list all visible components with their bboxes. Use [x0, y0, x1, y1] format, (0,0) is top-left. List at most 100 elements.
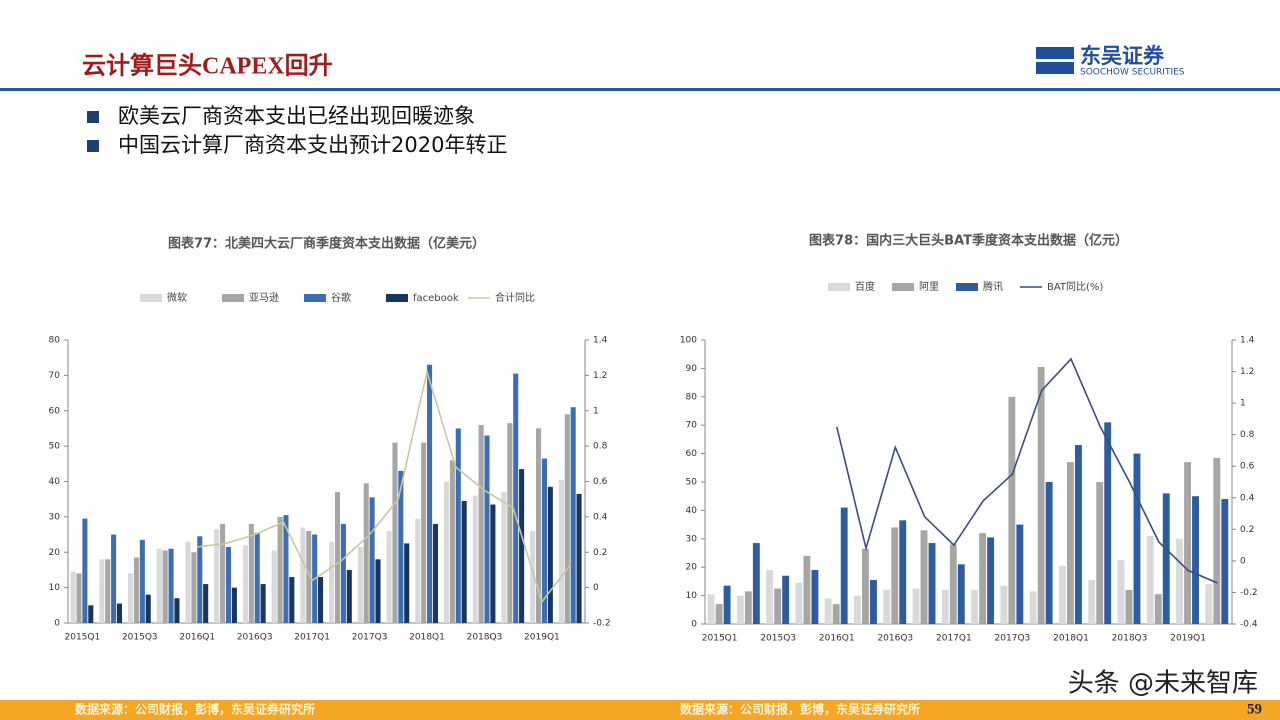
bar [912, 588, 920, 624]
bar [346, 569, 352, 623]
bar [242, 545, 248, 623]
bar [1037, 366, 1045, 624]
x-tick-label: 2015Q3 [122, 633, 158, 643]
bar [1008, 396, 1016, 624]
bar [957, 564, 965, 624]
x-tick-label: 2018Q1 [1053, 634, 1089, 644]
bar [289, 577, 295, 623]
y-tick-label: 20 [49, 548, 61, 558]
bar [501, 492, 507, 623]
y2-tick-label: 0.2 [1240, 525, 1254, 535]
bar [1096, 482, 1104, 624]
y2-tick-label: 0.4 [593, 512, 608, 522]
bar [824, 598, 832, 624]
y2-tick-label: 0.2 [593, 548, 607, 558]
bar [1133, 453, 1141, 624]
bar [357, 546, 363, 623]
y2-tick-label: -0.2 [1240, 588, 1258, 598]
legend-label: 腾讯 [983, 280, 1003, 293]
legend-label: 谷歌 [331, 291, 351, 304]
bar [277, 516, 283, 623]
y-tick-label: 80 [686, 392, 698, 402]
bar [88, 605, 94, 623]
x-tick-label: 2018Q3 [467, 633, 503, 643]
bar [507, 423, 513, 623]
bar [576, 493, 582, 623]
legend-swatch [892, 283, 914, 291]
bar [899, 520, 907, 624]
bar [306, 531, 312, 623]
bar [105, 559, 111, 623]
bar [271, 550, 277, 623]
y-tick-label: 10 [686, 591, 698, 601]
bar [191, 552, 197, 623]
bar [220, 523, 226, 623]
legend-swatch [304, 294, 326, 302]
bar [455, 428, 461, 623]
bar [803, 555, 811, 624]
bar [432, 523, 438, 623]
legend-swatch [222, 294, 244, 302]
y2-tick-label: 0 [593, 583, 599, 593]
bar [375, 559, 381, 623]
x-tick-label: 2017Q1 [294, 633, 330, 643]
bar [1192, 496, 1199, 624]
bar [369, 497, 375, 623]
bar [862, 548, 869, 624]
x-tick-label: 2019Q1 [524, 633, 560, 643]
bar [744, 591, 752, 624]
chart-title: 图表77：北美四大云厂商季度资本支出数据（亿美元） [168, 236, 485, 252]
bar [174, 598, 180, 623]
bar [558, 479, 564, 623]
bar [490, 504, 496, 623]
bar [1125, 589, 1133, 624]
bar [1154, 594, 1162, 624]
bar [536, 428, 542, 623]
bar [547, 486, 553, 623]
bar [1176, 538, 1183, 624]
y-tick-label: 70 [686, 421, 698, 431]
bar [870, 579, 877, 624]
bar [736, 595, 744, 624]
bar [214, 529, 220, 623]
bar [832, 604, 840, 624]
logo-subtitle: SOOCHOW SECURITIES [1080, 68, 1185, 78]
y2-tick-label: 1.4 [1240, 336, 1255, 346]
bar [1058, 565, 1066, 624]
bar [300, 527, 306, 623]
y-tick-label: 100 [680, 336, 697, 346]
bar [363, 483, 369, 623]
y2-tick-label: 1.2 [1240, 367, 1254, 377]
logo-name: 东吴证券 [1080, 44, 1165, 68]
y-tick-label: 0 [54, 619, 60, 629]
header-rule [0, 88, 1280, 91]
bar [1117, 560, 1125, 624]
legend-label: 百度 [855, 280, 875, 293]
y2-tick-label: 0.6 [1240, 462, 1255, 472]
bar [283, 515, 289, 623]
legend-label: BAT同比(%) [1047, 281, 1103, 293]
bar [564, 414, 570, 623]
bar [891, 527, 899, 624]
x-tick-label: 2016Q3 [877, 634, 913, 644]
line-series [197, 368, 572, 604]
y2-tick-label: 0 [1240, 556, 1246, 566]
bar [941, 589, 949, 624]
y2-tick-label: 0.8 [593, 442, 608, 452]
bar [415, 518, 421, 623]
x-tick-label: 2015Q3 [760, 634, 796, 644]
bar [723, 585, 731, 624]
bar [156, 548, 162, 623]
bar [530, 531, 536, 623]
bar [340, 523, 346, 623]
page-number: 59 [1247, 701, 1262, 717]
x-tick-label: 2016Q3 [237, 633, 273, 643]
bar [1066, 462, 1074, 624]
bar [392, 442, 398, 623]
bar [774, 588, 782, 624]
bar [1000, 585, 1008, 624]
bar [99, 559, 105, 623]
bar [795, 582, 803, 624]
bar [1088, 579, 1096, 624]
